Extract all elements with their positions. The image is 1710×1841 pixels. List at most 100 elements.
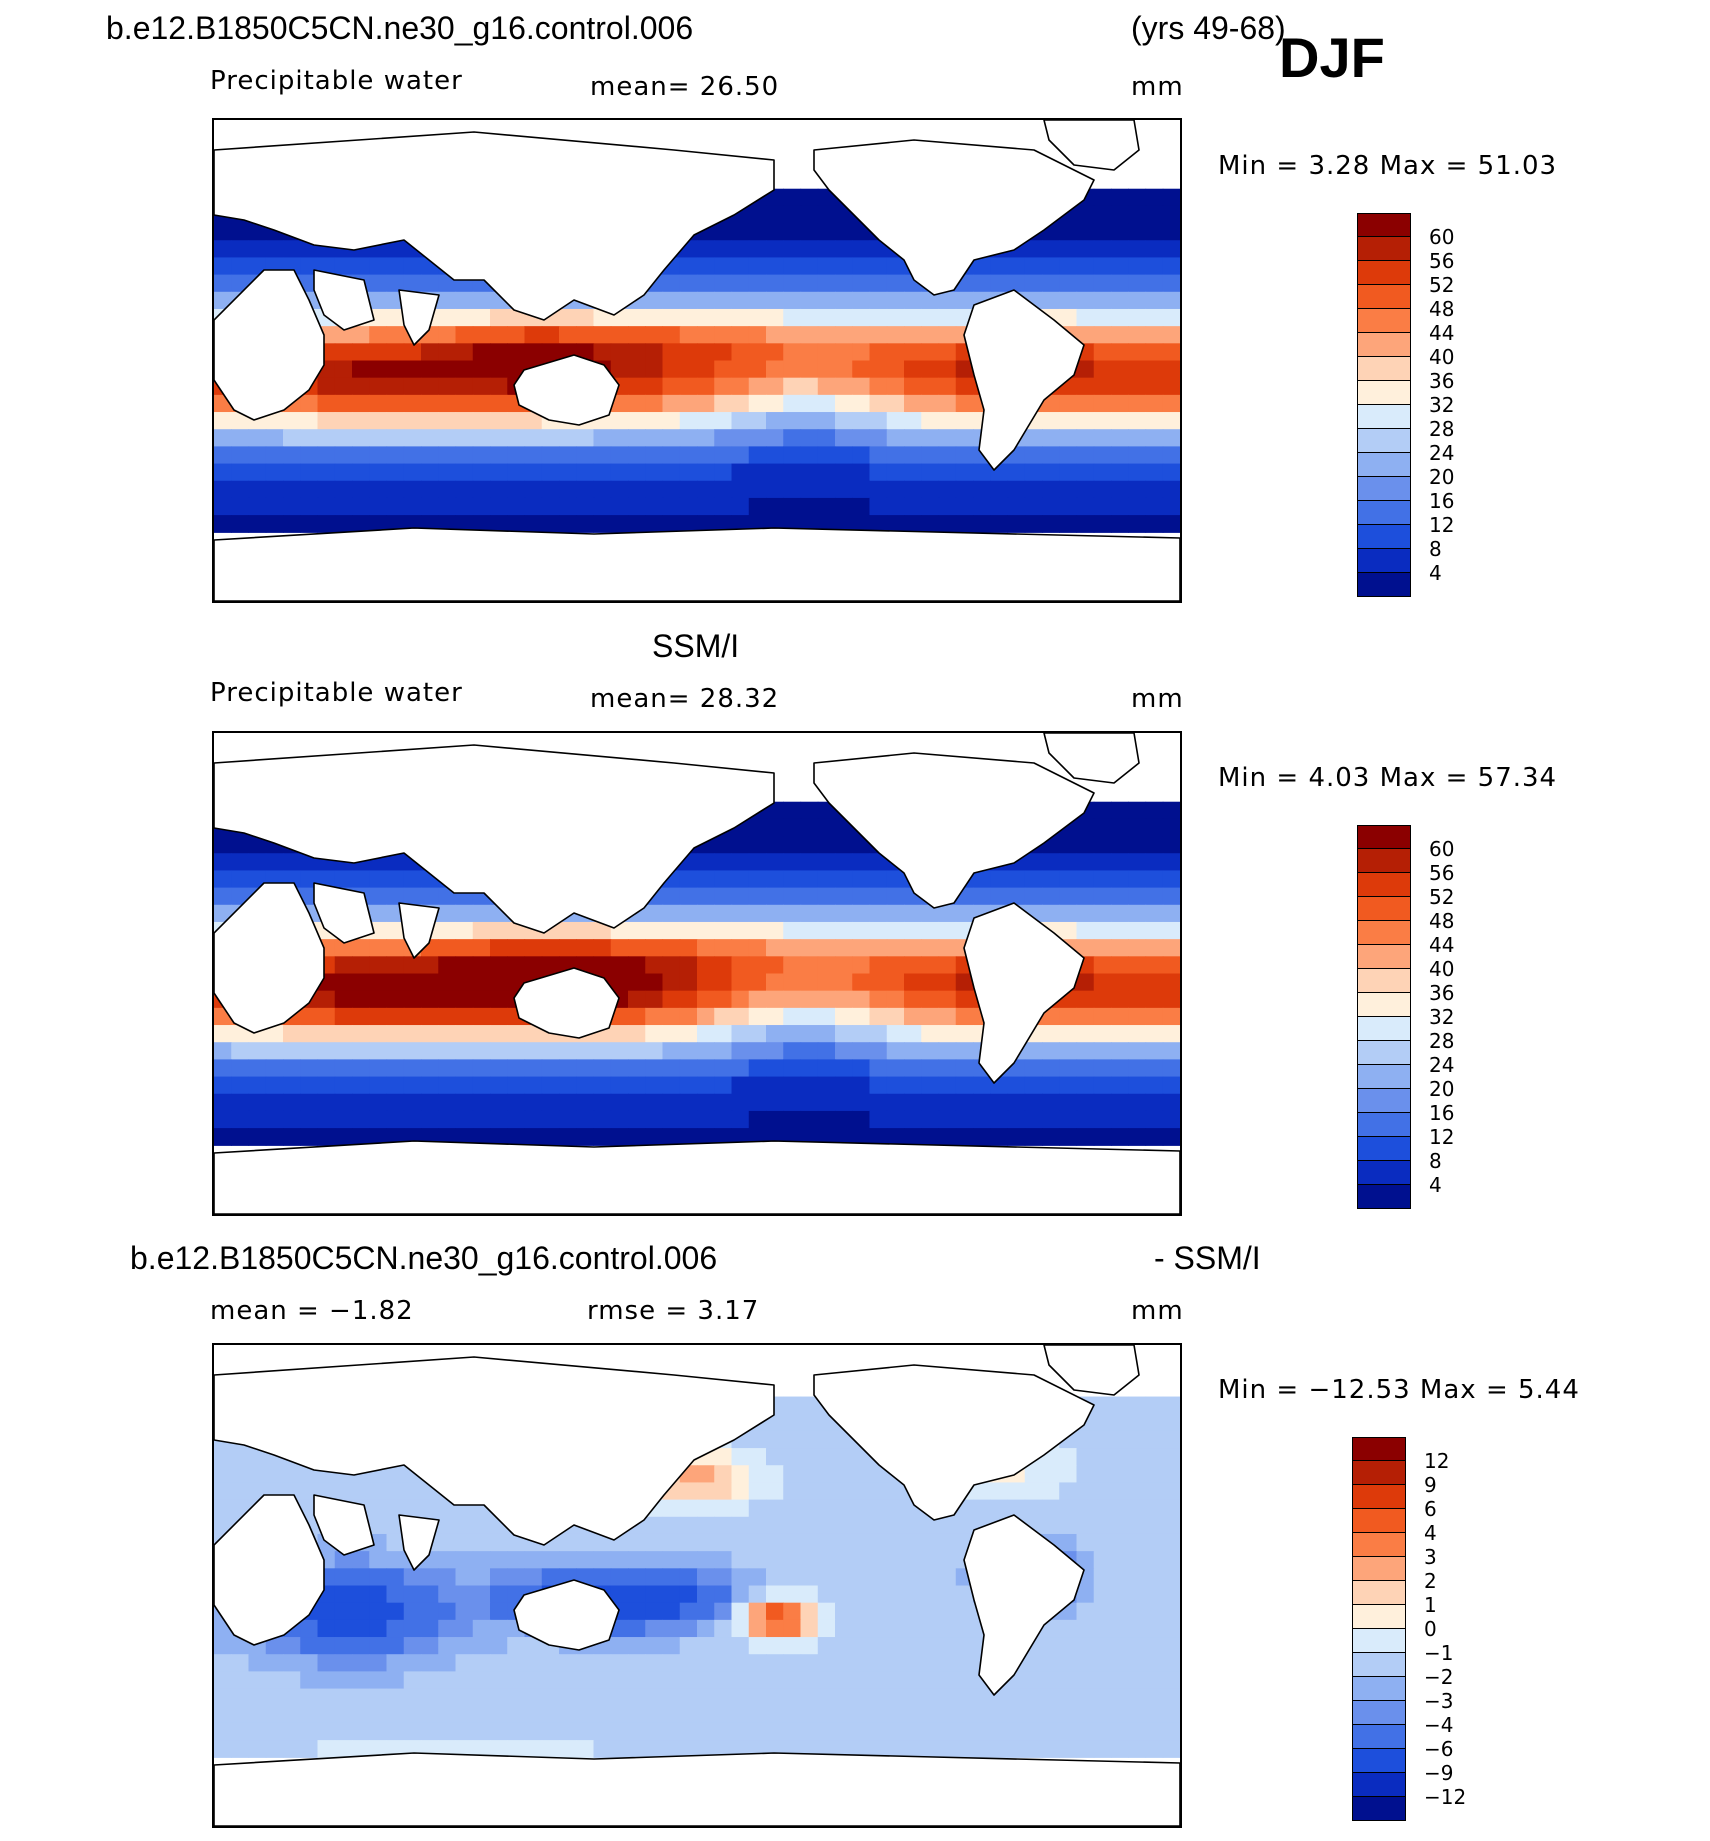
field-cell <box>334 257 353 276</box>
field-cell <box>921 412 940 430</box>
field-cell <box>869 377 888 396</box>
field-cell <box>921 429 940 447</box>
field-cell <box>317 870 336 889</box>
field-cell <box>438 1025 457 1043</box>
field-cell <box>835 274 853 293</box>
field-cell <box>1093 1740 1112 1758</box>
field-cell <box>662 480 681 499</box>
field-cell <box>835 1499 853 1518</box>
field-cell <box>852 1637 871 1655</box>
field-cell <box>1059 836 1078 854</box>
field-cell <box>938 904 957 923</box>
field-cell <box>559 1076 577 1095</box>
field-cell <box>490 463 508 482</box>
field-cell <box>697 956 715 975</box>
field-cell <box>973 1128 991 1146</box>
field-cell <box>1076 412 1095 430</box>
field-cell <box>610 939 629 957</box>
field-cell <box>1059 223 1078 241</box>
colorbar-swatch <box>1357 969 1411 993</box>
field-cell <box>1162 463 1180 482</box>
field-cell <box>1145 1740 1164 1758</box>
field-cell <box>766 1533 784 1552</box>
field-cell <box>731 326 750 344</box>
field-cell <box>800 257 819 276</box>
field-cell <box>386 1025 405 1043</box>
field-cell <box>1076 836 1095 854</box>
field-cell <box>334 1042 353 1060</box>
field-cell <box>352 463 370 482</box>
field-cell <box>248 1705 267 1724</box>
field-cell <box>1128 853 1147 872</box>
field-cell <box>472 921 491 940</box>
field-cell <box>490 497 508 516</box>
field-cell <box>990 274 1009 293</box>
field-cell <box>679 1551 698 1569</box>
field-cell <box>317 1025 336 1043</box>
field-cell <box>748 870 767 889</box>
field-cell <box>886 377 905 396</box>
field-cell <box>731 377 750 396</box>
field-cell <box>1007 887 1026 906</box>
field-cell <box>248 1448 267 1466</box>
field-cell <box>904 1637 922 1655</box>
field-cell <box>1111 887 1129 906</box>
field-cell <box>731 1568 750 1587</box>
field-cell <box>783 377 802 396</box>
panel3-minmax: Min = −12.53 Max = 5.44 <box>1218 1375 1580 1405</box>
field-cell <box>386 497 405 516</box>
field-cell <box>1162 1722 1180 1741</box>
field-cell <box>1076 904 1095 923</box>
field-cell <box>748 240 767 259</box>
field-cell <box>1024 1076 1043 1095</box>
field-cell <box>783 1654 802 1672</box>
field-cell <box>938 326 957 344</box>
field-cell <box>1093 1465 1112 1484</box>
field-cell <box>748 429 767 447</box>
field-cell <box>1162 1637 1180 1655</box>
field-cell <box>472 1637 491 1655</box>
field-cell <box>800 1551 819 1569</box>
field-cell <box>1111 240 1129 259</box>
field-cell <box>679 463 698 482</box>
field-cell <box>1128 1722 1147 1741</box>
field-cell <box>783 801 802 820</box>
field-cell <box>817 853 836 872</box>
field-cell <box>1128 1042 1147 1060</box>
field-cell <box>1024 1499 1043 1518</box>
field-cell <box>507 1059 526 1078</box>
field-cell <box>835 1551 853 1569</box>
field-cell <box>662 308 681 327</box>
field-cell <box>283 1637 301 1655</box>
field-cell <box>938 1128 957 1146</box>
field-cell <box>921 1568 940 1587</box>
field-cell <box>662 446 681 465</box>
field-cell <box>938 291 957 310</box>
field-cell <box>817 973 836 992</box>
field-cell <box>455 308 474 327</box>
field-cell <box>403 1059 422 1078</box>
field-cell <box>455 360 474 379</box>
field-cell <box>921 1637 940 1655</box>
field-cell <box>1128 1654 1147 1672</box>
field-cell <box>507 446 526 465</box>
field-cell <box>403 1585 422 1604</box>
field-cell <box>1042 394 1060 413</box>
field-cell <box>283 1740 301 1758</box>
field-cell <box>628 1671 646 1690</box>
field-cell <box>1145 223 1164 241</box>
field-cell <box>697 904 715 923</box>
field-cell <box>679 274 698 293</box>
field-cell <box>317 1093 336 1112</box>
field-cell <box>593 326 612 344</box>
coastline <box>1043 1345 1140 1396</box>
field-cell <box>766 412 784 430</box>
colorbar-label: 8 <box>1429 537 1442 561</box>
field-cell <box>386 1671 405 1690</box>
field-cell <box>835 870 853 889</box>
field-cell <box>1093 497 1112 516</box>
field-cell <box>1111 990 1129 1009</box>
field-cell <box>1145 205 1164 224</box>
field-cell <box>835 1671 853 1690</box>
field-cell <box>731 1654 750 1672</box>
